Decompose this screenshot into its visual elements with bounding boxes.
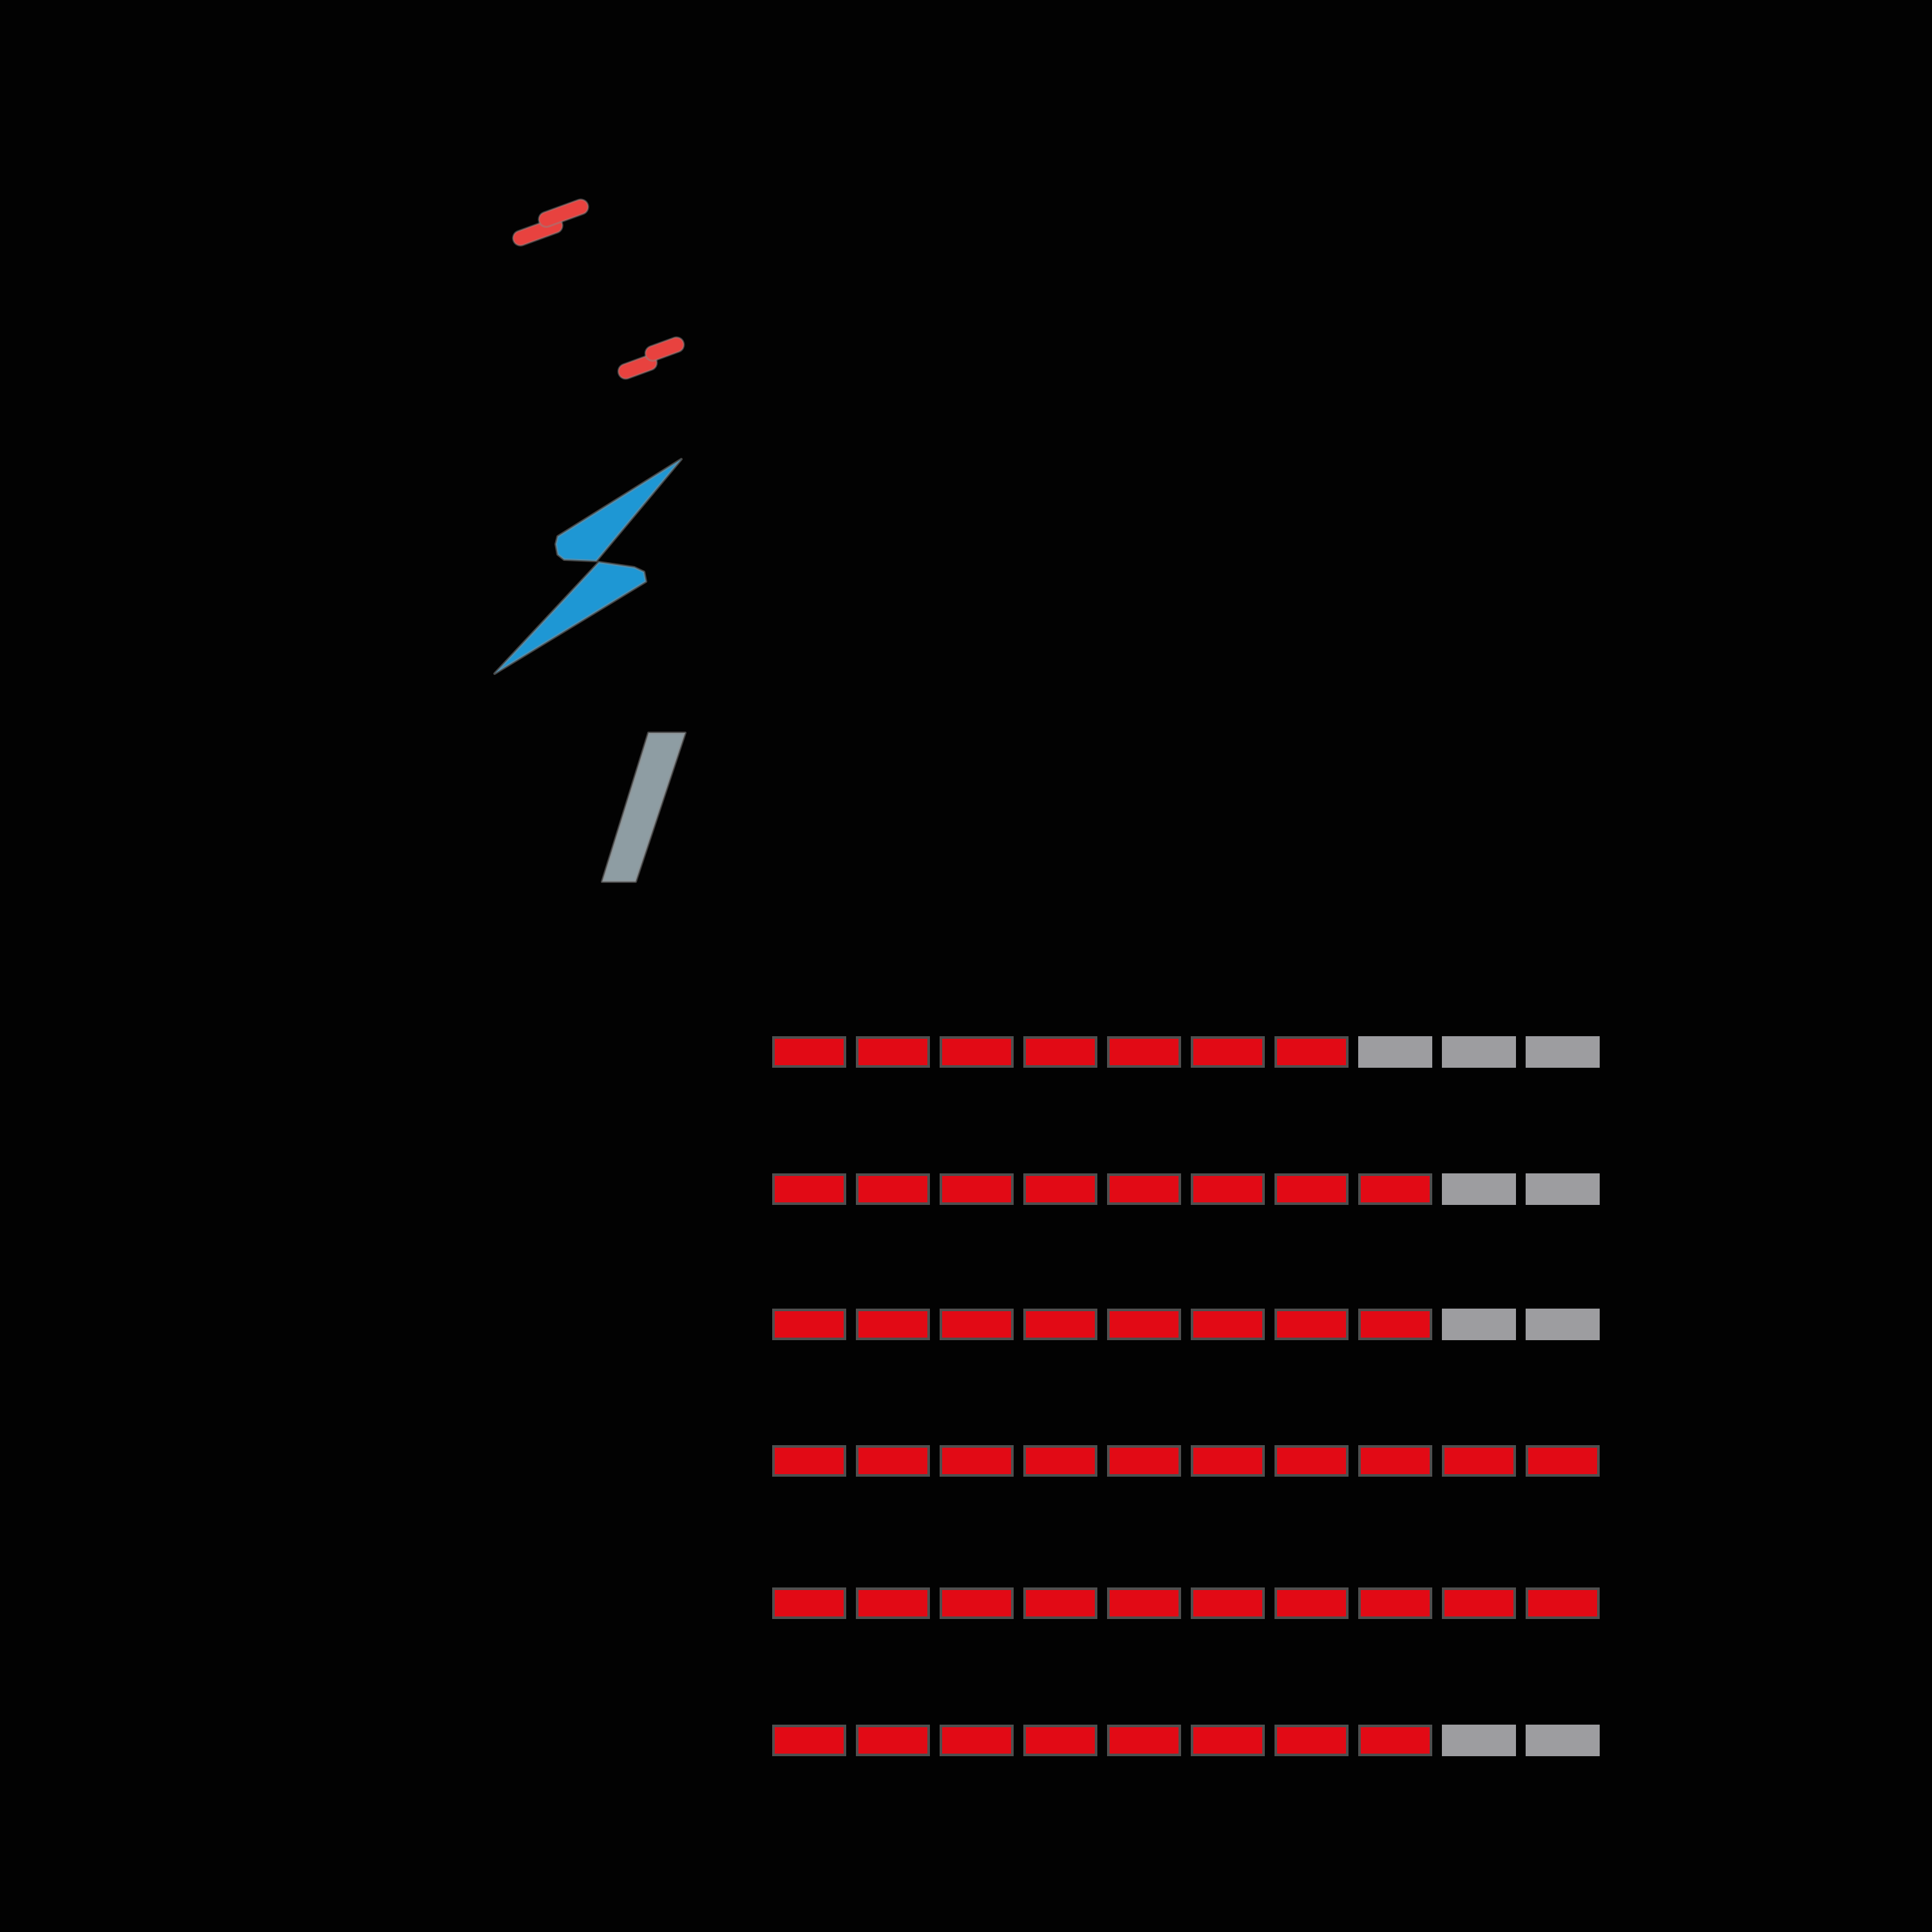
rating-segment-filled (1023, 1036, 1097, 1068)
rating-segment-filled (1107, 1587, 1181, 1619)
rating-segment-filled (940, 1173, 1014, 1205)
rating-segment-filled (772, 1725, 846, 1756)
rating-row-row2 (772, 1173, 1600, 1205)
rating-segment-filled (1274, 1587, 1349, 1619)
lightning-upper-wedge (554, 458, 683, 562)
lightning-bolt-icon (493, 458, 683, 675)
rating-segment-filled (856, 1587, 930, 1619)
rating-row-row6 (772, 1725, 1600, 1756)
rating-segment-filled (1023, 1173, 1097, 1205)
rating-segment-filled (1191, 1309, 1265, 1340)
slash-icon (601, 732, 687, 883)
wind-dash-icon (538, 198, 589, 228)
rating-segment-empty (1442, 1725, 1516, 1756)
rating-segment-filled (1191, 1036, 1265, 1068)
wind-dash-icon (644, 336, 685, 362)
rating-segment-filled (1191, 1587, 1265, 1619)
rating-segment-filled (856, 1445, 930, 1477)
rating-segment-filled (856, 1173, 930, 1205)
rating-row-row5 (772, 1587, 1600, 1619)
rating-segment-filled (1274, 1725, 1349, 1756)
rating-segment-filled (1442, 1587, 1516, 1619)
rating-segment-filled (1274, 1445, 1349, 1477)
rating-segment-filled (1358, 1309, 1432, 1340)
rating-segment-empty (1526, 1725, 1600, 1756)
wind-dashes-upper (512, 198, 589, 247)
rating-segment-filled (1526, 1587, 1600, 1619)
rating-segment-filled (772, 1173, 846, 1205)
rating-segment-filled (1107, 1725, 1181, 1756)
rating-segment-filled (1358, 1725, 1432, 1756)
rating-segment-empty (1526, 1173, 1600, 1205)
wind-dash-icon (617, 354, 658, 380)
rating-segment-filled (1526, 1445, 1600, 1477)
rating-segment-empty (1442, 1309, 1516, 1340)
rating-segment-filled (1023, 1587, 1097, 1619)
rating-segment-filled (940, 1725, 1014, 1756)
wind-dashes-lower (617, 336, 685, 380)
rating-segment-empty (1526, 1036, 1600, 1068)
rating-segment-filled (940, 1036, 1014, 1068)
rating-segment-filled (1442, 1445, 1516, 1477)
rating-segment-filled (1358, 1173, 1432, 1205)
rating-segment-filled (772, 1036, 846, 1068)
rating-segment-filled (856, 1309, 930, 1340)
rating-segment-filled (1107, 1173, 1181, 1205)
rating-row-row1 (772, 1036, 1600, 1068)
rating-segment-empty (1442, 1036, 1516, 1068)
rating-segment-filled (1358, 1587, 1432, 1619)
rating-segment-filled (1191, 1173, 1265, 1205)
rating-segment-filled (856, 1036, 930, 1068)
rating-segment-filled (1274, 1309, 1349, 1340)
rating-segment-empty (1358, 1036, 1432, 1068)
rating-segment-filled (772, 1445, 846, 1477)
rating-segment-filled (856, 1725, 930, 1756)
lightning-lower-wedge (493, 561, 647, 675)
rating-segment-filled (940, 1587, 1014, 1619)
rating-segment-empty (1442, 1173, 1516, 1205)
rating-segment-filled (1107, 1036, 1181, 1068)
rating-segment-filled (1107, 1309, 1181, 1340)
rating-segment-filled (1107, 1445, 1181, 1477)
rating-segment-filled (1023, 1445, 1097, 1477)
rating-row-row4 (772, 1445, 1600, 1477)
rating-segment-filled (1023, 1309, 1097, 1340)
rating-segment-filled (1023, 1725, 1097, 1756)
rating-segment-filled (1358, 1445, 1432, 1477)
rating-row-row3 (772, 1309, 1600, 1340)
rating-segment-filled (1274, 1173, 1349, 1205)
rating-segment-filled (772, 1587, 846, 1619)
rating-segment-filled (772, 1309, 846, 1340)
rating-segment-filled (1274, 1036, 1349, 1068)
rating-segment-filled (940, 1309, 1014, 1340)
rating-segment-filled (1191, 1725, 1265, 1756)
rating-segment-empty (1526, 1309, 1600, 1340)
rating-segment-filled (940, 1445, 1014, 1477)
rating-segment-filled (1191, 1445, 1265, 1477)
